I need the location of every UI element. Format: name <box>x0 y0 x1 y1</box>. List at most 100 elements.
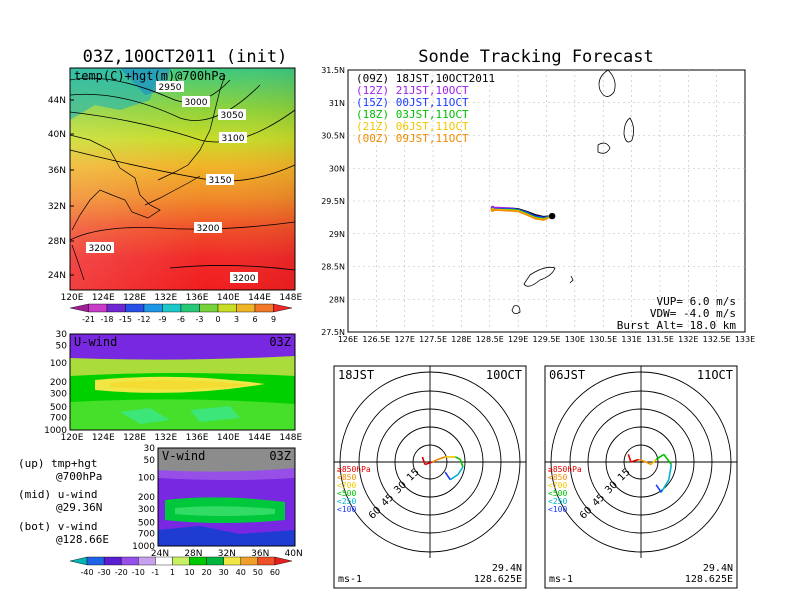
map-lat-tick-label: 24N <box>48 271 66 281</box>
temperature-colorbar: -21 -18 -15 -12 -9 -6 -3 0 3 6 9 <box>69 303 293 324</box>
map-lon-tick-label: 120E <box>61 293 84 303</box>
colorbar-swatch <box>125 303 145 313</box>
hodograph-segment <box>449 473 459 481</box>
contour-label-box <box>218 109 246 120</box>
hodograph-segment <box>645 461 652 466</box>
colorbar-tick-label: 9 <box>271 315 276 324</box>
map-lat-tick-label: 28N <box>48 237 66 247</box>
level-legend-entry: <850 <box>548 473 567 482</box>
contour-label-box <box>219 132 247 143</box>
contour-label: 3000 <box>185 98 208 108</box>
colorbar-swatch <box>103 556 122 566</box>
contour-label: 3200 <box>197 224 220 234</box>
map-lat-tick-label: 36N <box>48 166 66 176</box>
hodograph-segment <box>655 453 665 461</box>
hodograph-segment <box>424 461 433 466</box>
u-lon-tick-label: 136E <box>186 433 209 443</box>
track-lon-tick-label: 133E <box>735 335 755 344</box>
hodograph-time-left: 06JST <box>549 368 585 382</box>
colorbar-swatch <box>199 303 219 313</box>
colorbar-swatch <box>162 303 182 313</box>
track-lon-tick-label: 130.5E <box>589 335 617 344</box>
colorbar-swatch <box>86 556 105 566</box>
track-legend: (09Z) 18JST,10OCT2011(12Z) 21JST,10OCT(1… <box>356 72 495 145</box>
hodograph-segment <box>655 484 662 493</box>
pressure-tick-label: 30 <box>56 330 68 340</box>
level-legend-entry: <500 <box>337 489 356 498</box>
track-lon-tick-label: 127E <box>395 335 415 344</box>
colorbar-tick-label: 1 <box>170 568 175 577</box>
pressure-tick-label: 700 <box>50 414 67 424</box>
hodograph-segment <box>459 459 464 468</box>
contour-label-box <box>156 81 184 92</box>
hodograph-segment <box>663 453 672 466</box>
note-up: (up) tmp+hgt <box>18 457 97 470</box>
legend-entry: (09Z) 18JST,10OCT2011 <box>356 72 495 85</box>
map-lat-tick-label: 44N <box>48 96 66 106</box>
colorbar-tick-label: -40 <box>81 568 94 577</box>
u-lon-tick-label: 124E <box>92 433 115 443</box>
colorbar-tick-label: -3 <box>196 315 204 324</box>
colorbar-swatch <box>172 556 190 566</box>
colorbar-tick-label: -9 <box>159 315 167 324</box>
colorbar-swatch <box>155 556 173 566</box>
u-lon-tick-label: 148E <box>279 433 302 443</box>
v-wind-time: 03Z <box>269 449 291 463</box>
colorbar-swatch <box>121 556 139 566</box>
map-lon-tick-label: 128E <box>123 293 146 303</box>
v-lat-tick-label: 40N <box>285 549 303 559</box>
v-lat-tick-label: 28N <box>184 549 202 559</box>
colorbar-swatch <box>69 303 89 313</box>
legend-entry: (12Z) 21JST,10OCT <box>356 84 469 97</box>
track-lon-tick-label: 132E <box>678 335 698 344</box>
v-lat-tick-label: 32N <box>218 549 236 559</box>
hodograph-segment <box>432 458 438 463</box>
pressure-tick-label: 300 <box>138 505 155 515</box>
level-legend-entry: <700 <box>337 481 356 490</box>
colorbar-tick-label: 60 <box>270 568 280 577</box>
contour-label: 3200 <box>233 274 256 284</box>
track-lon-tick-label: 128.5E <box>476 335 504 344</box>
colorbar-tick-label: 0 <box>215 315 220 324</box>
u-lon-tick-label: 128E <box>123 433 146 443</box>
track-lon-tick-label: 127.5E <box>419 335 447 344</box>
colorbar-swatch <box>138 556 156 566</box>
pressure-tick-label: 100 <box>50 359 67 369</box>
colorbar-swatch <box>106 303 126 313</box>
note-mid: (mid) u-wind <box>18 488 97 501</box>
colorbar-swatch <box>69 556 88 566</box>
pressure-tick-label: 50 <box>56 342 68 352</box>
level-legend-entry: ≥850hPa <box>548 465 582 474</box>
track-lon-tick-label: 128E <box>451 335 471 344</box>
colorbar-swatch <box>257 556 276 566</box>
hodograph-lon: 128.625E <box>685 574 733 585</box>
track-lat-tick-label: 31.5N <box>321 66 345 75</box>
legend-entry: (15Z) 00JST,11OCT <box>356 96 469 109</box>
hodograph-unit: ms-1 <box>549 574 573 585</box>
launch-point <box>548 212 556 220</box>
colorbar-tick-label: 20 <box>202 568 212 577</box>
u-lon-tick-label: 132E <box>154 433 177 443</box>
pressure-tick-label: 30 <box>144 444 156 454</box>
track-lon-tick-label: 130E <box>565 335 585 344</box>
hodograph-lat: 29.4N <box>703 563 733 574</box>
track-lon-tick-label: 131E <box>621 335 641 344</box>
level-legend-entry: <250 <box>337 497 356 506</box>
note-up-level: @700hPa <box>56 470 102 483</box>
colorbar-tick-label: -18 <box>100 315 113 324</box>
colorbar-tick-label: -15 <box>119 315 132 324</box>
track-end-point <box>490 208 495 212</box>
track-lat-tick-label: 29.5N <box>321 197 345 206</box>
pressure-tick-label: 200 <box>50 378 67 388</box>
track-lon-tick-label: 129.5E <box>533 335 561 344</box>
level-legend-entry: ≥850hPa <box>337 465 371 474</box>
contour-label-box <box>206 174 234 185</box>
hodograph-time-right: 10OCT <box>486 368 522 382</box>
v-lat-tick-label: 24N <box>151 549 169 559</box>
map-lat-tick-label: 40N <box>48 130 66 140</box>
colorbar-swatch <box>274 556 293 566</box>
colorbar-tick-label: 6 <box>252 315 257 324</box>
